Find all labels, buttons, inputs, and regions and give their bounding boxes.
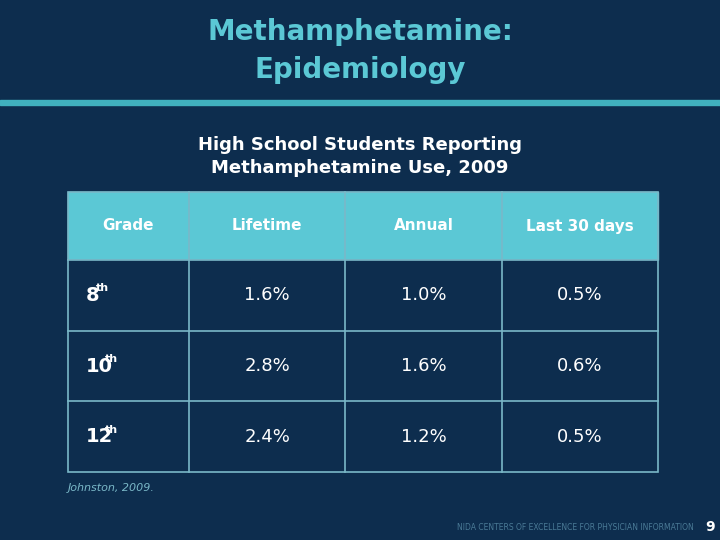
Bar <box>0 0 720 105</box>
Bar <box>68 330 658 401</box>
Text: Methamphetamine Use, 2009: Methamphetamine Use, 2009 <box>211 159 509 177</box>
Bar <box>68 260 658 330</box>
Text: Johnston, 2009.: Johnston, 2009. <box>68 483 155 493</box>
Text: 1.6%: 1.6% <box>244 286 290 305</box>
Text: Annual: Annual <box>394 219 454 233</box>
Text: Methamphetamine:: Methamphetamine: <box>207 18 513 46</box>
Text: 12: 12 <box>86 427 113 446</box>
Bar <box>68 192 658 472</box>
Text: High School Students Reporting: High School Students Reporting <box>198 136 522 154</box>
Text: 10: 10 <box>86 356 113 375</box>
Text: th: th <box>105 354 118 364</box>
Text: Last 30 days: Last 30 days <box>526 219 634 233</box>
Text: Epidemiology: Epidemiology <box>254 56 466 84</box>
Text: th: th <box>96 284 109 293</box>
Text: Lifetime: Lifetime <box>232 219 302 233</box>
Text: 0.5%: 0.5% <box>557 286 603 305</box>
Text: 2.4%: 2.4% <box>244 428 290 445</box>
Bar <box>68 192 658 260</box>
Text: 1.2%: 1.2% <box>400 428 446 445</box>
Text: 0.6%: 0.6% <box>557 357 603 375</box>
Text: 1.6%: 1.6% <box>400 357 446 375</box>
Text: 2.8%: 2.8% <box>244 357 290 375</box>
Text: NIDA CENTERS OF EXCELLENCE FOR PHYSICIAN INFORMATION: NIDA CENTERS OF EXCELLENCE FOR PHYSICIAN… <box>457 523 694 531</box>
Text: 8: 8 <box>86 286 99 305</box>
Text: 1.0%: 1.0% <box>401 286 446 305</box>
Text: 9: 9 <box>706 520 715 534</box>
Text: th: th <box>105 424 118 435</box>
Text: 0.5%: 0.5% <box>557 428 603 445</box>
Bar <box>0 100 720 105</box>
Text: Grade: Grade <box>103 219 154 233</box>
Bar <box>68 401 658 472</box>
